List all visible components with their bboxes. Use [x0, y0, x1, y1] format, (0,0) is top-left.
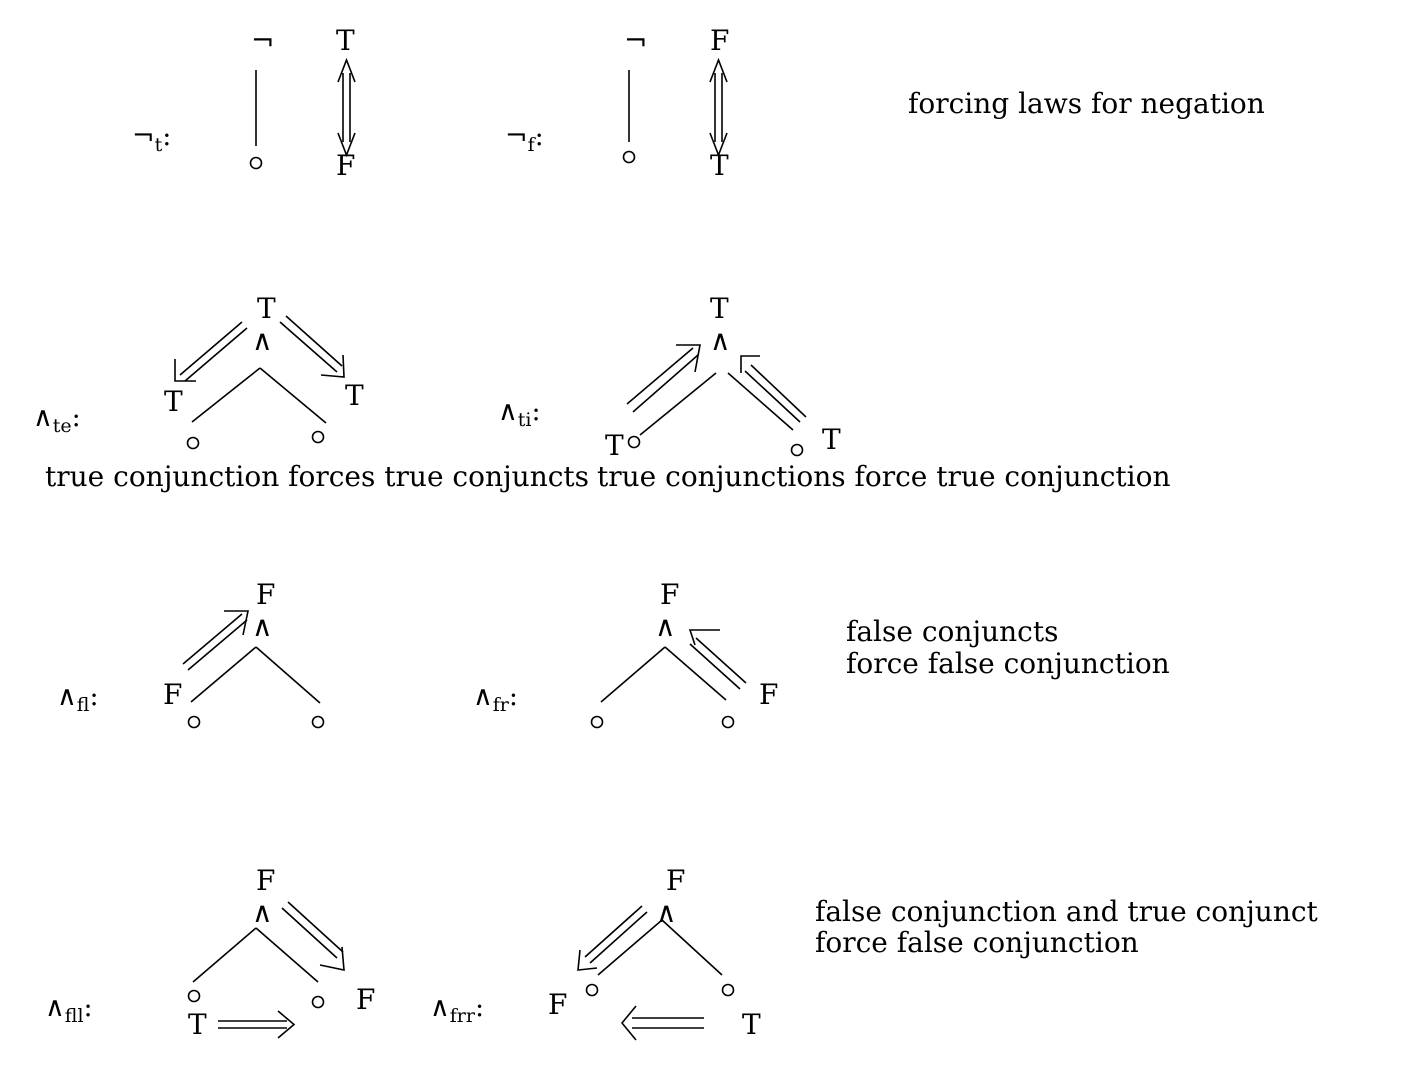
rule-label-and-fr: ∧fr: [473, 681, 518, 716]
tree-node [790, 443, 804, 457]
tree-node [187, 715, 201, 729]
value-root: T [710, 292, 729, 325]
tree-node [721, 715, 735, 729]
rule-label-neg-f: ¬f: [505, 121, 544, 156]
neg-operator: ¬ [624, 24, 647, 57]
value-left: T [164, 385, 183, 418]
value-root: T [257, 292, 276, 325]
caption-false-conjuncts-line1: false conjuncts [846, 615, 1058, 648]
double-arrow-down-right [279, 315, 345, 378]
tree-node [622, 150, 636, 164]
tree-node [721, 983, 735, 997]
neg-operator: ¬ [251, 24, 274, 57]
double-arrow-updown [337, 57, 356, 158]
value-root: F [666, 864, 685, 897]
tree-node [311, 430, 325, 444]
value-bottom: T [710, 149, 729, 182]
double-arrow-up-right [626, 344, 701, 413]
rule-and-te: ∧te: T ∧ T T [33, 292, 364, 450]
caption-false-and-true-line1: false conjunction and true conjunct [815, 895, 1319, 928]
double-arrow-left [620, 1005, 704, 1041]
value-right: F [356, 983, 375, 1016]
rule-label-neg-t: ¬t: [132, 121, 171, 156]
rule-label-and-te: ∧te: [33, 402, 81, 437]
tree-node [186, 436, 200, 450]
value-root: F [256, 578, 275, 611]
rule-and-ti: ∧ti: T ∧ T T [498, 292, 841, 462]
value-top: T [336, 24, 355, 57]
value-left: T [605, 429, 624, 462]
double-arrow-up-right [182, 610, 249, 671]
and-operator: ∧ [710, 324, 731, 357]
caption-negation: forcing laws for negation [908, 87, 1265, 120]
value-left: F [548, 988, 567, 1021]
rule-and-frr: ∧frr: F ∧ F T [430, 864, 761, 1041]
rule-label-and-ti: ∧ti: [498, 396, 541, 431]
double-arrow-down-left [577, 905, 648, 971]
and-operator: ∧ [252, 610, 273, 643]
double-arrow-right [218, 1010, 296, 1039]
rule-neg-f: ¬f: ¬ F T [505, 24, 729, 182]
caption-false-conjuncts-line2: force false conjunction [846, 647, 1170, 680]
and-operator: ∧ [252, 896, 273, 929]
value-root: F [660, 578, 679, 611]
value-right: T [822, 423, 841, 456]
caption-false-and-true-line2: force false conjunction [815, 926, 1139, 959]
double-arrow-down-right [281, 901, 345, 972]
tree-node [187, 989, 201, 1003]
rule-and-fr: ∧fr: F ∧ F [473, 578, 778, 729]
rule-label-and-fl: ∧fl: [57, 681, 99, 716]
caption-true-conjunction: true conjunction forces true conjuncts [45, 460, 589, 493]
double-arrow-up-left [688, 629, 747, 690]
double-arrow-down-left [174, 321, 248, 382]
double-arrow-up-left [740, 355, 807, 423]
double-arrow-updown [709, 57, 728, 158]
tree-node [585, 983, 599, 997]
tree-node [311, 995, 325, 1009]
tree-node [249, 156, 263, 170]
rule-neg-t: ¬t: ¬ T F [132, 24, 356, 182]
value-right: T [742, 1008, 761, 1041]
rule-and-fl: ∧fl: F ∧ F [57, 578, 325, 729]
rule-label-and-frr: ∧frr: [430, 992, 484, 1027]
value-left: T [188, 1008, 207, 1041]
value-root: F [256, 864, 275, 897]
tree-node [627, 435, 641, 449]
rule-label-and-fll: ∧fll: [45, 992, 93, 1027]
value-bottom: F [336, 149, 355, 182]
tree-node [311, 715, 325, 729]
and-operator: ∧ [655, 610, 676, 643]
tree-node [590, 715, 604, 729]
value-right: T [345, 379, 364, 412]
value-left: F [163, 678, 182, 711]
caption-true-conjunctions: true conjunctions force true conjunction [597, 460, 1171, 493]
value-right: F [759, 678, 778, 711]
and-operator: ∧ [252, 324, 273, 357]
rule-and-fll: ∧fll: F ∧ T F [45, 864, 375, 1041]
value-top: F [710, 24, 729, 57]
